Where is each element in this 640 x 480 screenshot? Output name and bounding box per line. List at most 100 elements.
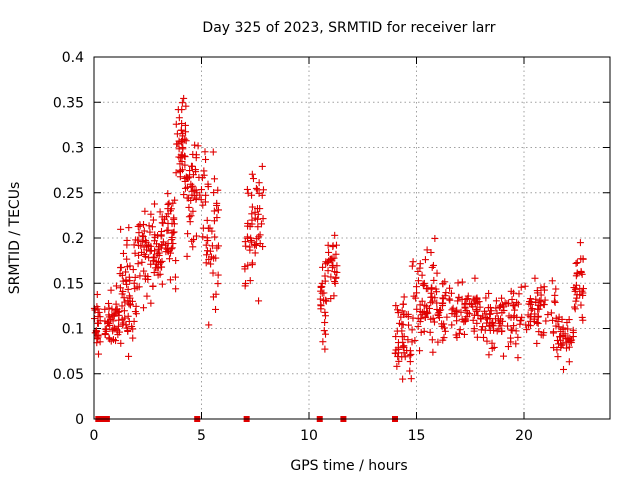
data-point: [146, 228, 154, 236]
data-point: [446, 296, 454, 304]
data-point: [324, 259, 332, 267]
data-point: [175, 114, 183, 122]
data-point: [421, 313, 429, 321]
data-point: [554, 353, 562, 361]
data-point: [428, 336, 436, 344]
data-point: [399, 375, 407, 383]
data-point: [534, 289, 542, 297]
data-point: [123, 255, 131, 263]
data-point: [407, 375, 415, 383]
data-point: [458, 278, 466, 286]
data-point: [178, 166, 186, 174]
data-point: [525, 321, 533, 329]
data-point: [429, 297, 437, 305]
data-point: [531, 274, 539, 282]
data-point: [96, 313, 104, 321]
data-point: [247, 234, 255, 242]
data-point: [494, 315, 502, 323]
data-point: [151, 231, 159, 239]
data-point: [146, 247, 154, 255]
data-point: [557, 328, 565, 336]
data-point: [430, 318, 438, 326]
data-point: [204, 180, 212, 188]
data-point: [453, 317, 461, 325]
data-point: [248, 259, 256, 267]
data-point: [327, 255, 335, 263]
data-point: [163, 227, 171, 235]
data-point: [448, 310, 456, 318]
data-point: [133, 283, 141, 291]
data-point: [564, 335, 572, 343]
data-point: [469, 316, 477, 324]
data-point: [533, 319, 541, 327]
data-point: [471, 274, 479, 282]
data-point: [118, 315, 126, 323]
data-point: [138, 248, 146, 256]
data-point: [185, 213, 193, 221]
data-point: [118, 271, 126, 279]
data-point: [404, 336, 412, 344]
y-tick-label: 0.15: [53, 276, 84, 292]
data-point: [94, 305, 102, 313]
data-point: [140, 304, 148, 312]
data-point: [246, 243, 254, 251]
data-point: [572, 259, 580, 267]
data-point: [569, 328, 577, 336]
data-point: [445, 295, 453, 303]
data-point: [413, 283, 421, 291]
data-point: [110, 311, 118, 319]
data-point: [120, 307, 128, 315]
data-point: [511, 302, 519, 310]
data-point: [434, 338, 442, 346]
data-point: [322, 297, 330, 305]
data-point: [528, 305, 536, 313]
data-point: [135, 229, 143, 237]
data-point: [499, 303, 507, 311]
data-point: [259, 186, 267, 194]
data-point: [129, 325, 137, 333]
y-tick-label: 0.1: [62, 322, 84, 338]
data-point: [93, 334, 101, 342]
data-point: [516, 317, 524, 325]
data-point: [423, 246, 431, 254]
data-point: [140, 267, 148, 275]
data-point: [416, 301, 424, 309]
data-point: [112, 282, 120, 290]
data-point: [393, 327, 401, 335]
data-point: [331, 279, 339, 287]
data-point: [150, 237, 158, 245]
data-point: [409, 258, 417, 266]
data-point: [322, 330, 330, 338]
data-point: [439, 295, 447, 303]
data-point: [510, 322, 518, 330]
data-point: [532, 298, 540, 306]
data-point: [141, 207, 149, 215]
data-point: [174, 106, 182, 114]
data-point: [413, 289, 421, 297]
y-tick-label: 0.05: [53, 367, 84, 383]
data-point: [499, 352, 507, 360]
data-point: [553, 346, 561, 354]
data-point: [180, 191, 188, 199]
data-point: [95, 308, 103, 316]
data-point: [208, 242, 216, 250]
data-point: [461, 304, 469, 312]
data-point: [214, 280, 222, 288]
data-point: [209, 293, 217, 301]
data-point: [507, 338, 515, 346]
data-point: [504, 322, 512, 330]
data-point: [392, 333, 400, 341]
data-point: [399, 300, 407, 308]
data-point: [120, 294, 128, 302]
data-point: [158, 219, 166, 227]
data-point: [439, 302, 447, 310]
data-point: [253, 186, 261, 194]
data-point: [126, 300, 134, 308]
data-point: [177, 126, 185, 134]
data-point: [332, 274, 340, 282]
data-point: [319, 263, 327, 271]
data-point: [129, 334, 137, 342]
data-point: [540, 300, 548, 308]
data-point: [122, 268, 130, 276]
data-point: [181, 161, 189, 169]
